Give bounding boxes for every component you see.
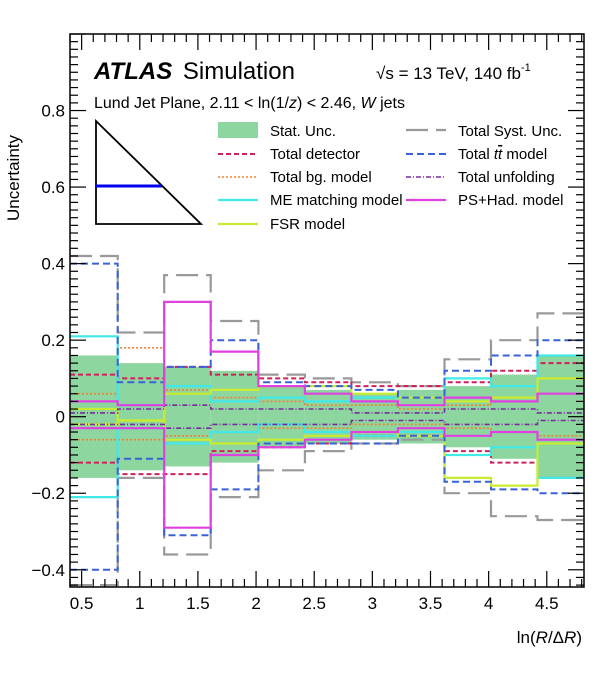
series-line-total-detector-up [70, 362, 584, 388]
legend-label-bg: Total bg. model [270, 169, 372, 186]
x-axis-title: ln(R/ΔR) [517, 628, 582, 647]
x-tick-label: 3 [368, 594, 377, 613]
series-line-total-bg-model-down [70, 423, 584, 441]
legend-label-ttbar-post: model [502, 146, 547, 163]
series-line-total-syst-unc-down [70, 438, 584, 587]
atlas-word: ATLAS [93, 58, 172, 85]
inset-triangle [95, 118, 204, 225]
x-axis-title-r: R [536, 628, 548, 647]
selection-mid: ) < 2.46, [297, 95, 361, 112]
legend-label-ttbar-pre: Total [458, 146, 494, 163]
x-tick-label: 1 [135, 594, 144, 613]
atlas-label: ATLAS Simulation [93, 58, 295, 85]
stat-band-bin [304, 389, 352, 444]
x-tick-label: 4.5 [535, 594, 559, 613]
selection-z: z [288, 95, 297, 112]
atlas-suffix: Simulation [183, 58, 295, 85]
series-line-total-unfolding-down [70, 419, 584, 429]
x-tick-label: 4 [484, 594, 493, 613]
energy-prefix: √s [376, 64, 394, 83]
legend-label-syst: Total Syst. Unc. [458, 123, 562, 140]
selection-label: Lund Jet Plane, 2.11 < ln(1/z) < 2.46, W… [94, 95, 405, 112]
legend-label-ttbar-t1: t [494, 146, 499, 163]
legend-label-ps: PS+Had. model [458, 192, 563, 209]
tick-labels: 0.5 1 1.5 2 2.5 3 3.5 4 4.5 −0.4 −0.2 0 0.2 0.4 0.6 0.8 [31, 102, 558, 613]
series-line-ps-had-model-down [70, 427, 584, 529]
x-axis-title-post: ) [576, 628, 582, 647]
series-line-total-detector-down [70, 434, 584, 479]
legend-label-detector: Total detector [270, 146, 360, 163]
legend-label-stat: Stat. Unc. [270, 123, 336, 140]
stat-band-bin [490, 374, 538, 459]
legend-label-fsr: FSR model [270, 216, 345, 233]
x-tick-label: 2 [251, 594, 260, 613]
x-tick-label: 0.5 [70, 594, 94, 613]
x-axis-title-r2: R [564, 628, 576, 647]
energy-sup: -1 [521, 62, 531, 74]
y-tick-label: 0 [56, 408, 65, 427]
legend-label-unfolding: Total unfolding [458, 169, 555, 186]
selection-suffix: jets [376, 95, 405, 112]
stat-band-bin [117, 363, 165, 471]
stat-band-bin [210, 370, 259, 463]
legend-swatch-stat [218, 122, 258, 138]
plot-frame [69, 33, 585, 588]
energy-text: = 13 TeV, 140 fb [394, 64, 521, 83]
legend: Stat. Unc. Total detector Total bg. mode… [218, 122, 563, 233]
legend-label-ttbar: Total tt model [458, 146, 547, 163]
y-tick-label: 0.4 [41, 255, 65, 274]
stat-band-bin [444, 386, 491, 448]
y-tick-label: 0.8 [41, 102, 65, 121]
axes [69, 33, 585, 588]
y-tick-label: −0.2 [31, 484, 65, 503]
y-tick-label: 0.2 [41, 331, 65, 350]
series-line-total-unfolding-up [70, 404, 584, 414]
legend-label-ttbar-t2: t [498, 146, 503, 163]
series-line-total-tt-model-down [70, 434, 584, 571]
x-tick-label: 1.5 [186, 594, 210, 613]
y-tick-label: −0.4 [31, 561, 65, 580]
stat-band-bin [397, 389, 445, 444]
x-axis-title-pre: ln( [517, 628, 536, 647]
legend-label-me: ME matching model [270, 192, 403, 209]
stat-band-bin [164, 366, 211, 467]
energy-label: √s = 13 TeV, 140 fb-1 [376, 62, 531, 83]
lund-plane-inset [95, 118, 204, 225]
series-layer [70, 254, 584, 587]
stat-band-bin [258, 386, 305, 448]
x-tick-label: 2.5 [302, 594, 326, 613]
selection-prefix: Lund Jet Plane, 2.11 < ln(1/ [94, 95, 290, 112]
x-axis-title-mid: /Δ [548, 628, 564, 647]
x-tick-label: 3.5 [419, 594, 443, 613]
series-line-ps-had-model-up [70, 300, 584, 407]
selection-w: W [361, 95, 378, 112]
y-axis-title: Uncertainty [4, 135, 23, 221]
y-tick-label: 0.6 [41, 178, 65, 197]
